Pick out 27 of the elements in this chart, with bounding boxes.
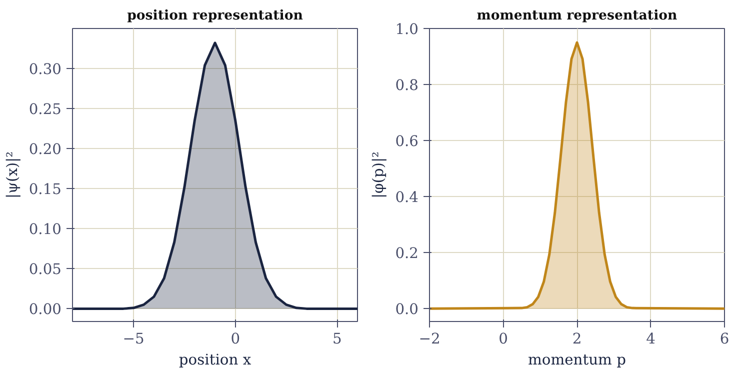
x-tick-label: 2 [572, 330, 582, 348]
y-tick-label: 0.00 [28, 301, 62, 318]
x-tick-label: −5 [122, 330, 144, 348]
y-tick-label: 1.0 [395, 21, 419, 38]
y-tick-label: 0.0 [395, 301, 419, 318]
x-axis-title: position x [178, 352, 252, 368]
x-tick-label: 6 [720, 330, 730, 348]
y-tick-label: 0.25 [28, 101, 62, 118]
y-tick-label: 0.20 [28, 141, 62, 158]
x-tick-label: 5 [332, 330, 342, 348]
x-axis-title: momentum p [528, 352, 626, 368]
chart-title: position representation [127, 8, 304, 24]
y-axis-title: |ψ(x)|² [4, 152, 21, 198]
x-tick-label: 0 [498, 330, 508, 348]
y-axis-title: |φ(p)|² [370, 152, 388, 198]
y-tick-label: 0.6 [395, 133, 419, 150]
x-tick-label: 0 [230, 330, 240, 348]
x-tick-label: −2 [418, 330, 440, 348]
y-tick-label: 0.2 [395, 245, 419, 262]
y-tick-label: 0.05 [28, 261, 62, 278]
chart-title: momentum representation [476, 8, 678, 24]
y-tick-label: 0.30 [28, 61, 62, 78]
x-tick-label: 4 [646, 330, 656, 348]
y-tick-label: 0.4 [395, 189, 419, 206]
y-tick-label: 0.10 [28, 221, 62, 238]
y-tick-label: 0.15 [28, 181, 62, 198]
y-tick-label: 0.8 [395, 77, 419, 94]
